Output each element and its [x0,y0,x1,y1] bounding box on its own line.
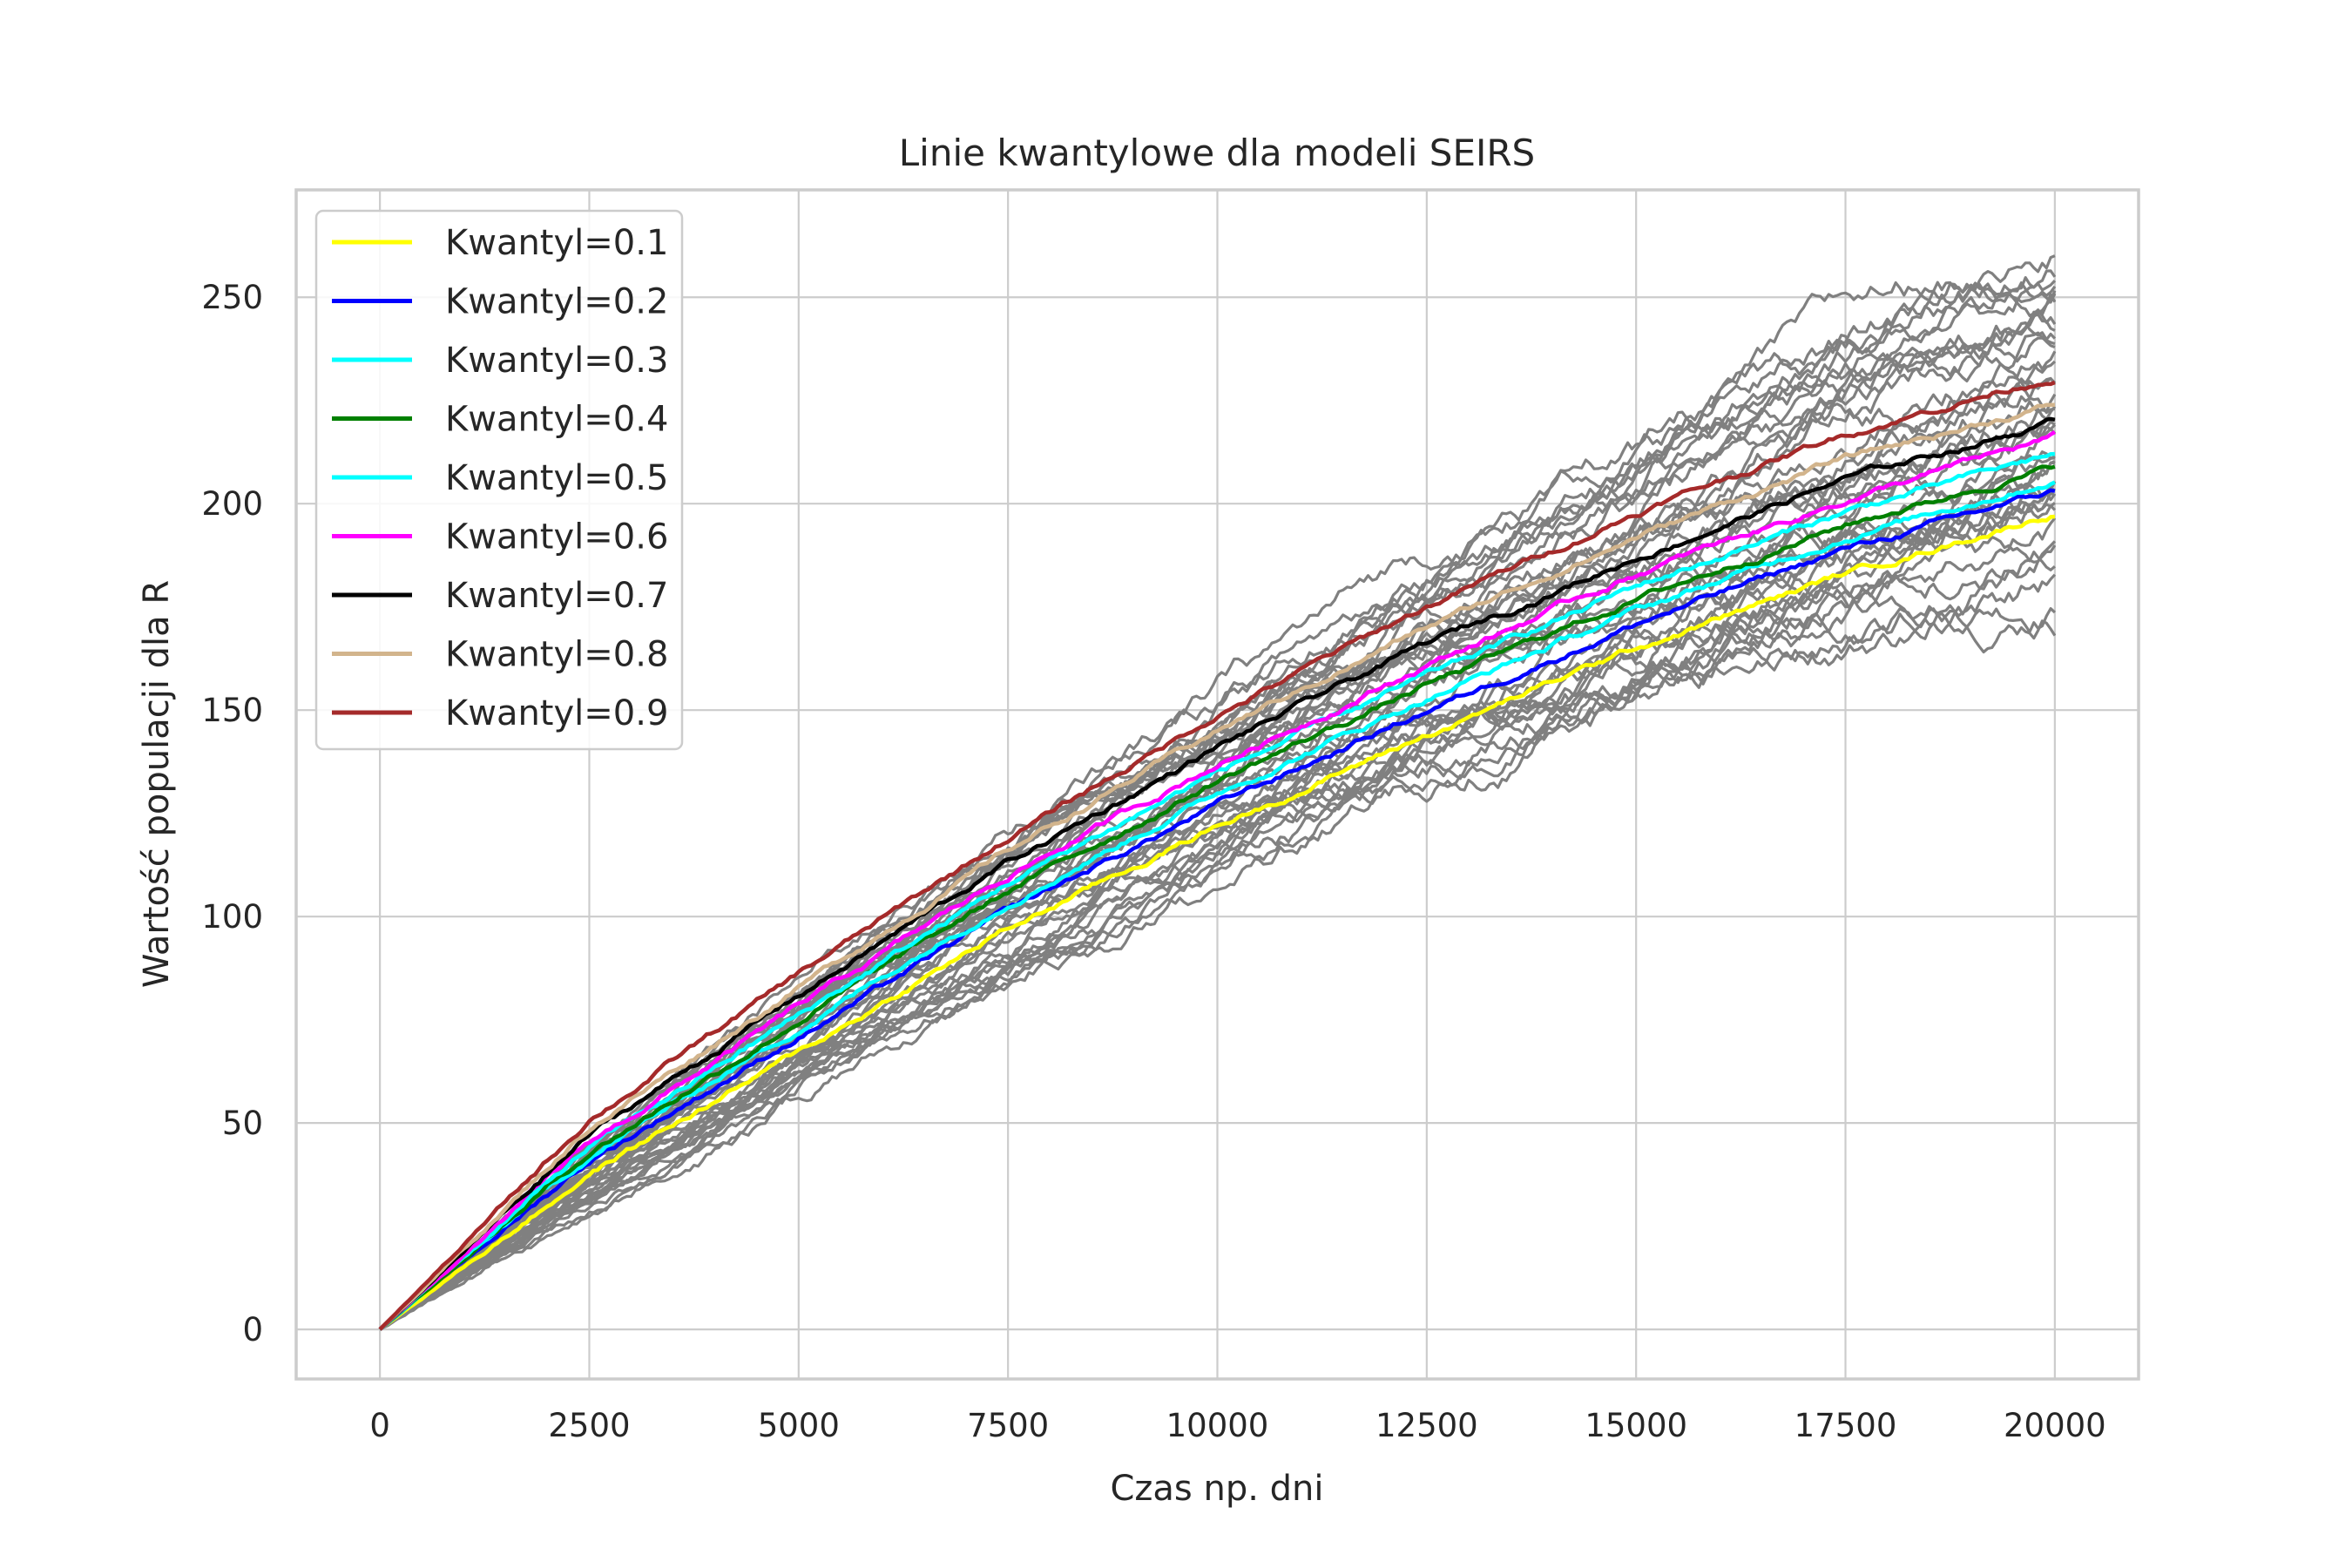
quantile-line-5 [378,451,2055,1331]
legend: Kwantyl=0.1 Kwantyl=0.2 Kwantyl=0.3 Kwantyl… [314,209,684,751]
x-tick-label: 20000 [2004,1407,2106,1444]
quantile-line-7 [378,416,2056,1331]
legend-box [314,209,684,751]
simulation-line [379,544,2057,1331]
legend-label: Kwantyl=0.8 [445,635,668,675]
simulation-line [379,280,2057,1331]
y-tick-label: 50 [222,1105,263,1142]
y-tick-label: 200 [201,485,263,523]
legend-label: Kwantyl=0.4 [445,400,668,440]
quantile-line-9 [378,380,2056,1331]
simulation-line [379,590,2056,1331]
x-tick-label: 5000 [758,1407,840,1444]
simulation-line [379,461,2056,1331]
x-axis-label: Czas np. dni [1110,1469,1323,1509]
quantile-line-4 [378,464,2056,1331]
x-tick-label: 7500 [967,1407,1049,1444]
y-tick-label: 0 [242,1311,263,1348]
y-tick-label: 100 [201,898,263,936]
plot-frame [294,188,2140,1381]
x-tick-label: 10000 [1166,1407,1269,1444]
simulation-line [379,269,2057,1331]
x-tick-label: 0 [369,1407,390,1444]
x-tick-label: 2500 [548,1407,630,1444]
legend-label: Kwantyl=0.9 [445,693,668,733]
simulation-line [379,486,2056,1331]
simulation-line [379,474,2057,1331]
quantile-line-1 [378,514,2056,1331]
quantile-lines [378,380,2057,1331]
legend-label: Kwantyl=0.7 [445,576,668,616]
quantile-line-8 [378,402,2055,1331]
quantile-line-2 [378,488,2056,1331]
chart-title: Linie kwantylowe dla modeli SEIRS [899,132,1535,174]
legend-label: Kwantyl=0.1 [445,223,668,263]
tick-labels: 0 2500 5000 7500 10000 12500 15000 17500 20000 0 5… [201,279,2105,1444]
grid [296,190,2139,1379]
legend-label: Kwantyl=0.2 [445,282,668,322]
x-tick-label: 15000 [1585,1407,1687,1444]
simulation-line [379,540,2057,1331]
legend-label: Kwantyl=0.3 [445,341,668,381]
legend-label: Kwantyl=0.6 [445,517,668,558]
y-tick-label: 150 [201,692,263,729]
x-tick-label: 17500 [1794,1407,1897,1444]
y-tick-label: 250 [201,279,263,316]
x-tick-label: 12500 [1375,1407,1478,1444]
quantile-line-6 [378,430,2057,1331]
legend-label: Kwantyl=0.5 [445,458,668,498]
quantile-line-3 [378,480,2056,1331]
simulation-line [379,500,2057,1331]
y-axis-label: Wartość populacji dla R [137,580,177,988]
